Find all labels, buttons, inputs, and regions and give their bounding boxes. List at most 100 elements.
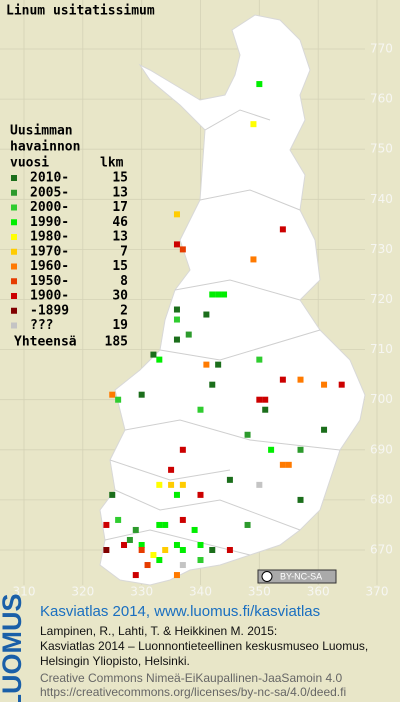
legend-label: 2000- <box>30 200 69 215</box>
observation-square <box>197 491 204 498</box>
observation-square <box>138 547 145 553</box>
observation-square <box>279 226 286 233</box>
observation-square <box>132 572 139 579</box>
observation-square <box>250 256 257 263</box>
species-title: Linum usitatissimum <box>6 4 155 19</box>
legend-swatch <box>11 293 17 299</box>
observation-square <box>226 476 233 483</box>
observation-square <box>256 396 263 403</box>
province-borders <box>104 109 341 556</box>
legend-count: 30 <box>112 289 128 304</box>
legend-label: 2005- <box>30 185 69 200</box>
atlas-link: Kasviatlas 2014, www.luomus.fi/kasviatla… <box>40 603 320 620</box>
legend-label: 1950- <box>30 274 69 289</box>
legend-count: 7 <box>120 244 128 259</box>
observation-square <box>297 376 304 383</box>
observation-square <box>209 291 216 298</box>
legend-count: 8 <box>120 274 128 289</box>
observation-square <box>132 526 139 533</box>
observation-square <box>321 426 328 433</box>
observation-square <box>262 396 269 403</box>
y-tick-label: 720 <box>370 292 393 306</box>
license-badge: BY-NC-SA <box>257 569 337 584</box>
observation-square <box>179 547 186 553</box>
observation-square <box>179 562 186 569</box>
observation-square <box>103 521 110 528</box>
observation-square <box>109 391 116 398</box>
observation-square <box>250 121 257 128</box>
observation-square <box>173 541 180 548</box>
observation-square <box>256 356 263 363</box>
legend-label: 2010- <box>30 171 69 186</box>
observation-square <box>256 81 263 88</box>
observation-square <box>215 361 222 368</box>
cc-icon <box>261 571 273 582</box>
observation-square <box>173 491 180 498</box>
observation-square <box>185 331 192 338</box>
observation-square <box>321 381 328 388</box>
observation-square <box>173 572 180 579</box>
observation-square <box>109 491 116 498</box>
logo: LUOMUS <box>0 594 27 702</box>
observation-square <box>168 481 175 488</box>
observation-square <box>144 562 151 569</box>
x-tick-label: 340 <box>189 585 212 599</box>
observation-square <box>156 356 163 363</box>
y-tick-label: 690 <box>370 442 393 456</box>
legend-count-heading: lkm <box>100 156 124 171</box>
x-tick-label: 370 <box>366 585 389 599</box>
citation-line: Kasviatlas 2014 – Luonnontieteellinen ke… <box>40 639 368 653</box>
observation-squares <box>103 81 345 579</box>
observation-square <box>173 241 180 248</box>
legend-heading: Uusimman <box>10 124 73 139</box>
legend-label: 1990- <box>30 215 69 230</box>
legend-count: 15 <box>112 171 128 186</box>
legend-swatch <box>11 204 17 211</box>
observation-square <box>168 466 175 473</box>
x-tick-label: 320 <box>71 585 94 599</box>
legend-swatch <box>11 307 17 314</box>
observation-square <box>297 446 304 453</box>
legend-swatch <box>11 248 17 255</box>
total-count: 185 <box>105 335 128 350</box>
legend-heading: havainnon <box>10 140 80 155</box>
legend-count: 46 <box>112 215 128 230</box>
observation-square <box>126 536 133 543</box>
observation-square <box>138 391 145 398</box>
license-line: https://creativecommons.org/licenses/by-… <box>40 685 346 699</box>
observation-square <box>150 552 157 559</box>
observation-square <box>179 446 186 453</box>
observation-square <box>179 516 186 523</box>
observation-square <box>191 526 198 533</box>
observation-square <box>103 547 110 553</box>
observation-square <box>162 547 169 553</box>
observation-square <box>115 396 122 403</box>
observation-square <box>256 481 263 488</box>
legend-label: 1960- <box>30 259 69 274</box>
observation-square <box>215 291 222 298</box>
observation-square <box>197 557 204 564</box>
legend-heading: vuosi <box>10 156 49 171</box>
observation-square <box>156 481 163 488</box>
legend-count: 15 <box>112 259 128 274</box>
observation-square <box>156 557 163 564</box>
observation-square <box>121 541 128 548</box>
legend-swatch <box>11 219 17 226</box>
observation-square <box>150 351 157 358</box>
observation-square <box>115 516 122 523</box>
legend-label: -1899 <box>30 303 69 318</box>
observation-square <box>262 406 269 413</box>
license-line: Creative Commons Nimeä-EiKaupallinen-Jaa… <box>40 671 342 685</box>
observation-square <box>203 311 210 318</box>
observation-square <box>197 541 204 548</box>
observation-square <box>179 481 186 488</box>
observation-square <box>221 291 228 298</box>
x-tick-label: 360 <box>307 585 330 599</box>
observation-square <box>173 306 180 313</box>
citation-line: Helsingin Yliopisto, Helsinki. <box>40 654 190 668</box>
observation-square <box>338 381 345 388</box>
observation-square <box>279 461 286 468</box>
legend-count: 2 <box>120 303 128 318</box>
legend-count: 13 <box>112 230 128 245</box>
